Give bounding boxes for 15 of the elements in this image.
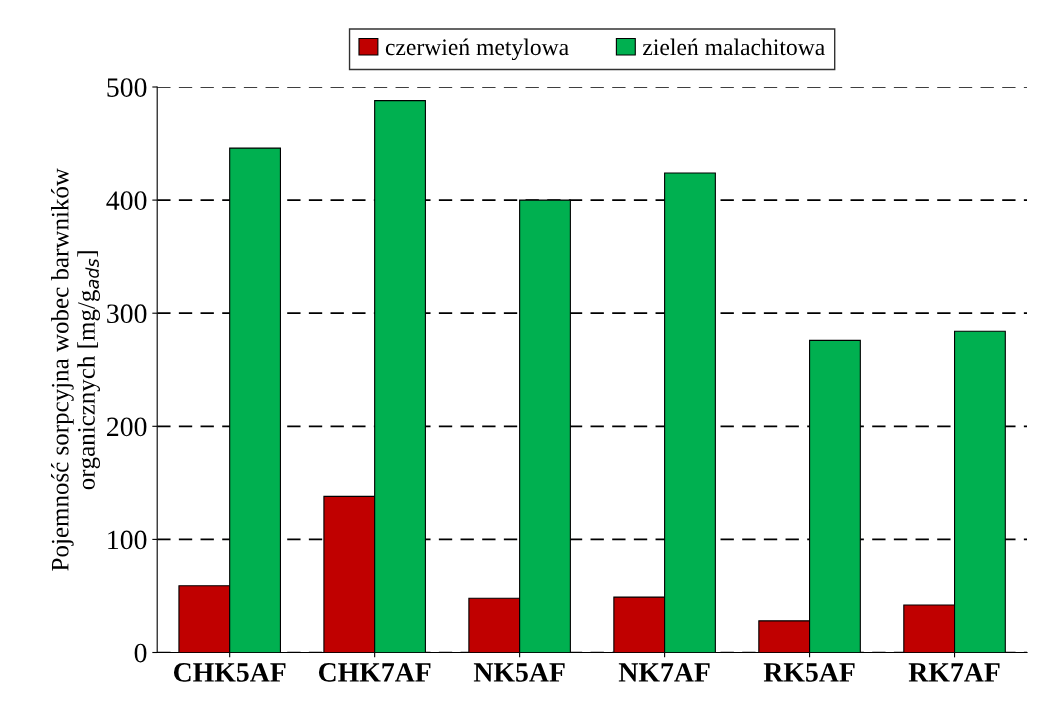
y-tick-label: 500 [107, 78, 147, 97]
y-tick-label: 400 [106, 191, 147, 211]
legend-label: czerwień metylowa [385, 38, 569, 61]
y-tick-label: 300 [107, 304, 147, 324]
y-axis-title: Pojemność sorpcyjna wobec barwników organicznych [mg/g$_{ads}$] [50, 168, 100, 571]
x-tick-label: NK7AF [618, 663, 710, 682]
x-tick-label: RK5AF [763, 663, 855, 682]
legend-label: zieleń malachitowa [642, 38, 825, 56]
y-tick-label: 0 [134, 643, 147, 663]
y-tick-label: 200 [107, 417, 147, 437]
x-tick-label: CHK5AF [173, 663, 286, 682]
x-tick-label: CHK7AF [318, 663, 431, 682]
y-tick-label: 100 [108, 530, 147, 550]
x-tick-label: NK5AF [473, 663, 565, 682]
x-tick-label: RK7AF [908, 663, 1000, 682]
